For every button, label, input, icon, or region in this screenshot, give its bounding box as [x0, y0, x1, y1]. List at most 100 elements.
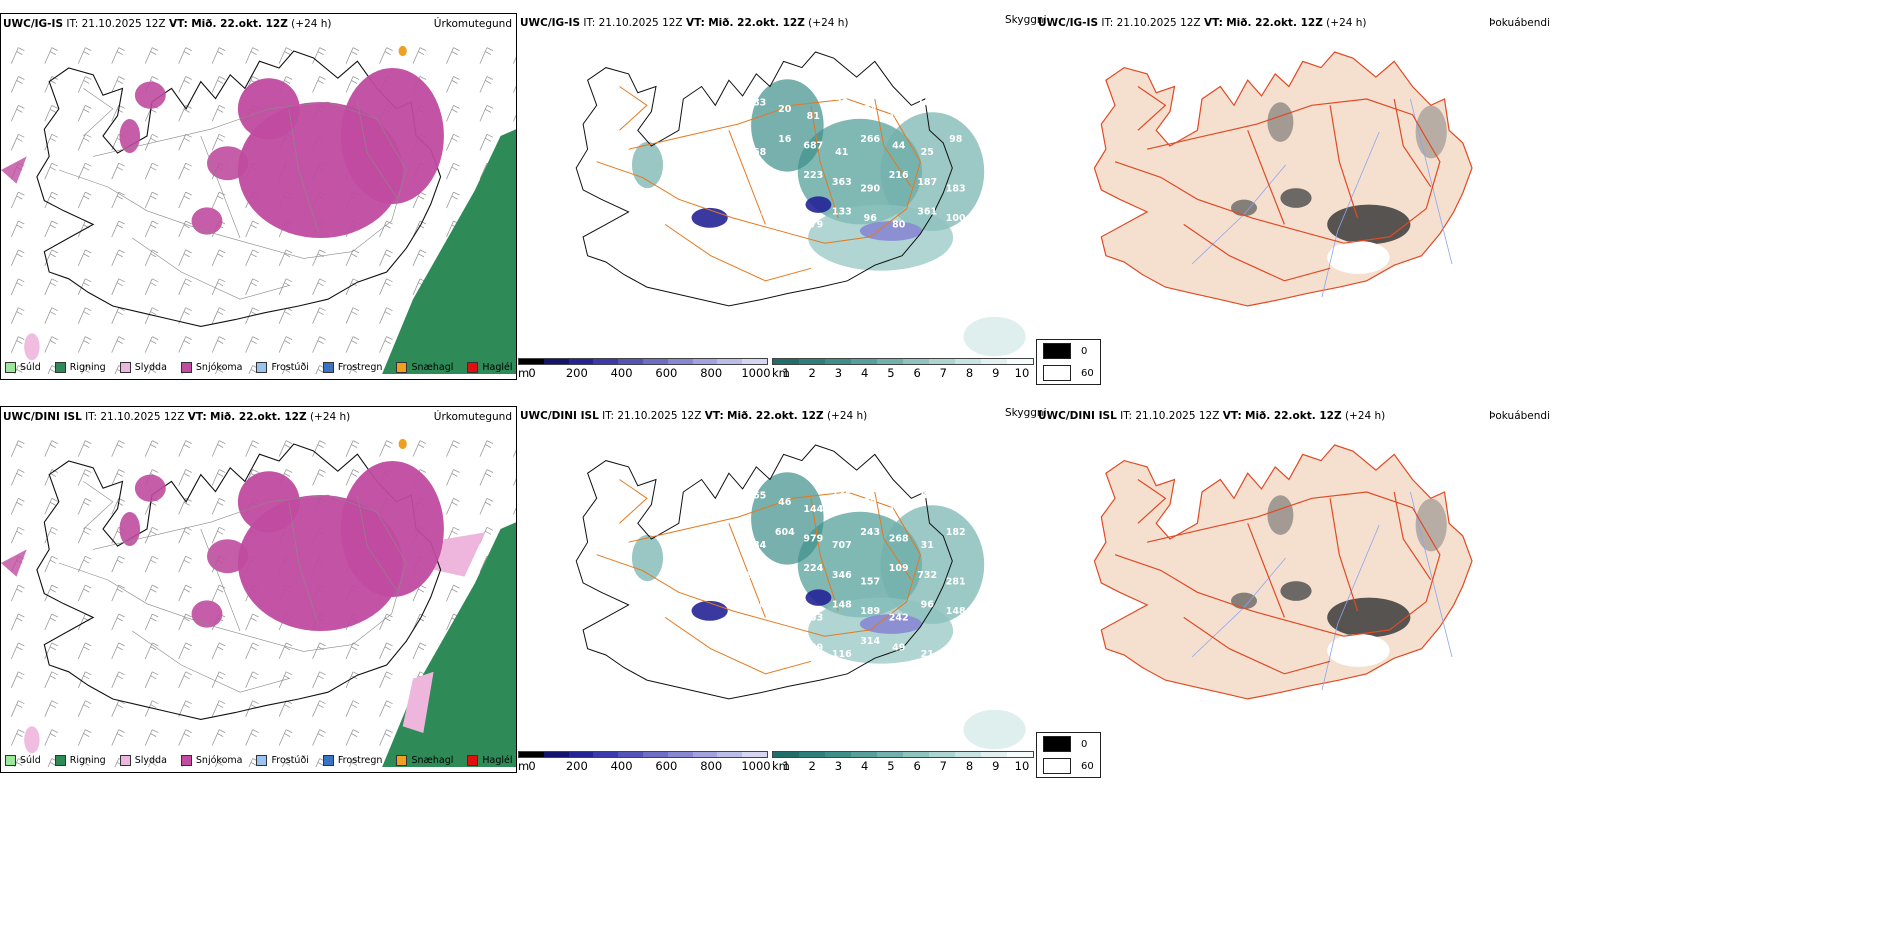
wind-barb — [111, 191, 125, 209]
legend-item: Frostúði — [256, 362, 309, 373]
wind-barb — [144, 307, 159, 324]
ceiling-value-label: 31 — [921, 540, 934, 551]
wind-barb — [178, 220, 192, 238]
clear-area — [1327, 240, 1390, 274]
road-line — [810, 498, 839, 612]
lead-time: (+24 h) — [291, 18, 332, 30]
wind-barb — [245, 249, 259, 267]
scale-tick: 3 — [834, 759, 843, 773]
model-name: UWC/DINI ISL — [3, 411, 82, 423]
fog-area — [1280, 581, 1312, 601]
legend-item: Slydda — [119, 362, 167, 373]
wind-barb — [245, 729, 259, 746]
fog-key-label: 0 — [1081, 345, 1088, 357]
wind-barb — [245, 671, 259, 688]
scale-step — [929, 752, 955, 757]
wind-barb — [211, 278, 226, 295]
wind-barb — [379, 440, 393, 457]
wind-barb — [111, 642, 125, 660]
elevation-color-bar — [518, 358, 768, 365]
wind-barb — [412, 191, 427, 209]
map-header: UWC/DINI ISL IT: 21.10.2025 12Z VT: Mið.… — [1038, 410, 1385, 422]
wind-barb — [278, 700, 293, 717]
low-visibility-area — [963, 709, 1026, 750]
scale-tick: 3 — [834, 366, 843, 380]
wind-barb — [178, 440, 192, 457]
wind-barb — [446, 584, 460, 602]
scale-step — [799, 752, 825, 757]
visibility-color-bar — [772, 358, 1034, 365]
wind-barb — [111, 700, 125, 717]
wind-barb — [446, 105, 460, 122]
fog-key-row: 0 — [1037, 340, 1100, 362]
road-line — [200, 528, 241, 632]
wind-barb — [144, 555, 159, 573]
vt-label: VT: — [685, 17, 705, 29]
scale-step — [618, 359, 643, 364]
ceiling-value-label: 168 — [746, 147, 766, 158]
ceiling-value-label: 21 — [921, 649, 934, 660]
wind-barb — [144, 249, 159, 267]
wind-barb — [245, 336, 259, 353]
road-line — [357, 101, 397, 198]
wind-barb — [144, 278, 159, 295]
wind-barb — [10, 249, 25, 267]
ceiling-value-label: 274 — [775, 606, 795, 617]
low-visibility-area — [880, 112, 985, 231]
wind-barb — [312, 642, 326, 660]
wind-barb — [77, 469, 92, 486]
wind-barb — [81, 758, 92, 767]
ceiling-area — [691, 207, 728, 228]
fog-key-row: 0 — [1037, 733, 1100, 755]
ceiling-value-label: 41 — [835, 147, 848, 158]
ceiling-value-label: 183 — [946, 183, 966, 194]
visibility-scale: km 1 2 3 4 5 6 7 8 9 10 — [772, 358, 1034, 380]
wind-barb — [10, 469, 25, 486]
scale-tick: 1 — [782, 759, 790, 773]
legend-swatch — [54, 362, 66, 373]
wind-barb — [77, 47, 92, 64]
wind-barb — [178, 278, 192, 295]
vt-label: VT: — [704, 410, 724, 422]
legend-item: Frostúði — [256, 755, 309, 766]
wind-barb — [345, 76, 360, 93]
legend-item: Snjókoma — [180, 755, 242, 766]
scale-step — [903, 359, 929, 364]
wind-barb — [44, 133, 58, 151]
ceiling-value-label: 144 — [803, 504, 823, 515]
wind-barb — [513, 114, 516, 122]
legend-item: Haglél — [467, 362, 513, 373]
wind-barb — [178, 729, 192, 746]
wind-barb — [345, 336, 360, 353]
scale-step — [851, 359, 877, 364]
wind-barb — [44, 700, 58, 717]
scale-step — [903, 752, 929, 757]
ceiling-value-label: 281 — [946, 576, 966, 587]
ceiling-value-label: 148 — [946, 606, 966, 617]
wind-barb — [312, 700, 326, 717]
ceiling-value-label: 109 — [889, 563, 909, 574]
wind-barb — [44, 671, 58, 688]
wind-barb — [412, 613, 427, 631]
wind-barb — [211, 336, 226, 353]
wind-barb — [312, 336, 326, 353]
wind-barb — [379, 700, 393, 717]
precip-map — [1, 45, 516, 374]
scale-step — [692, 359, 718, 364]
legend-label: Rigning — [69, 362, 106, 373]
legend-label: Frostregn — [337, 362, 383, 373]
visibility-color-bar — [772, 751, 1034, 758]
scale-step — [667, 359, 693, 364]
fog-area — [1327, 597, 1411, 638]
lead-time: (+24 h) — [1344, 410, 1386, 422]
scale-step — [642, 359, 668, 364]
ice-pellet-area — [398, 438, 407, 450]
wind-barb — [77, 555, 92, 573]
fog-area — [1267, 102, 1294, 142]
wind-barb — [77, 498, 92, 515]
ceiling-value-label: 223 — [803, 170, 823, 181]
wind-barb — [144, 613, 159, 631]
ceiling-area — [691, 600, 728, 621]
road-line — [132, 630, 289, 693]
legend-swatch — [256, 362, 268, 373]
